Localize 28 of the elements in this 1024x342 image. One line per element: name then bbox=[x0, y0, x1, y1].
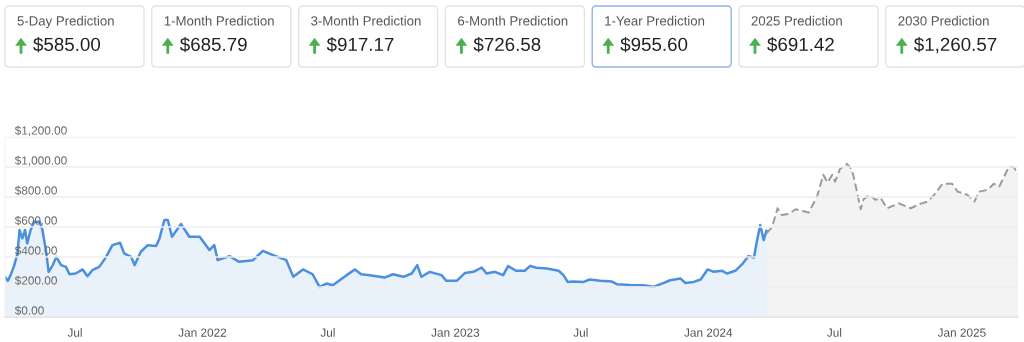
y-tick-label: $1,000.00 bbox=[14, 155, 67, 167]
text: $726.58 bbox=[473, 36, 541, 53]
category-label: 2030 Prediction bbox=[898, 15, 989, 26]
x-tick-label: Jan 2023 bbox=[431, 328, 480, 337]
category-label: 5-Day Prediction bbox=[17, 15, 114, 29]
text: $685.79 bbox=[180, 36, 247, 53]
x-tick-label: Jan 2022 bbox=[178, 328, 227, 337]
text: $917.17 bbox=[326, 36, 394, 53]
text: $955.60 bbox=[620, 36, 688, 53]
y-tick-label: $0.00 bbox=[14, 305, 44, 316]
x-tick-label: Jul bbox=[827, 328, 842, 337]
x-tick-label: Jul bbox=[573, 328, 588, 337]
x-tick-label: Jul bbox=[67, 328, 82, 337]
category-label: 2025 Prediction bbox=[751, 15, 842, 26]
text: $691.42 bbox=[767, 36, 834, 53]
y-tick-label: $200.00 bbox=[14, 275, 57, 286]
category-label: 1-Month Prediction bbox=[164, 15, 274, 26]
category-label: 1-Year Prediction bbox=[605, 15, 705, 26]
category-label: 6-Month Prediction bbox=[458, 15, 568, 26]
category-label: 3-Month Prediction bbox=[311, 15, 421, 26]
y-tick-label: $800.00 bbox=[14, 185, 57, 196]
text: $1,260.57 bbox=[914, 36, 997, 54]
x-tick-label: Jul bbox=[320, 328, 335, 337]
x-tick-label: Jan 2025 bbox=[937, 328, 986, 337]
y-tick-label: $600.00 bbox=[14, 215, 57, 226]
x-tick-label: Jan 2024 bbox=[684, 328, 733, 337]
y-tick-label: $1,200.00 bbox=[14, 125, 67, 137]
text: $585.00 bbox=[33, 36, 101, 53]
